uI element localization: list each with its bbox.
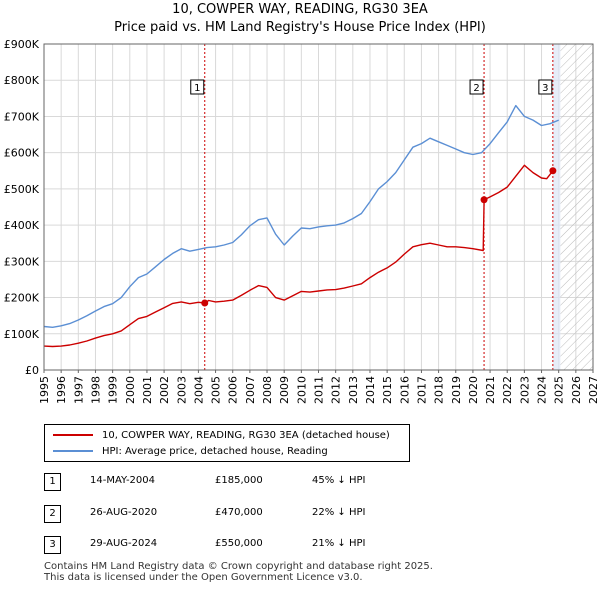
legend-item-price: 10, COWPER WAY, READING, RG30 3EA (detac… [45,427,390,443]
x-tick-label: 2000 [124,376,137,404]
x-tick-label: 2026 [570,376,583,404]
x-tick-label: 1998 [89,376,102,404]
x-tick-label: 2017 [415,376,428,404]
footer-licence: This data is licensed under the Open Gov… [44,572,363,583]
x-tick-label: 2025 [553,376,566,404]
x-tick-label: 2019 [450,376,463,404]
projection-region [560,44,593,370]
table-row: 1 14-MAY-2004 £185,000 45% ↓ HPI [0,473,600,491]
legend-swatch-hpi [53,450,93,452]
sale-number-badge: 3 [44,536,61,554]
y-tick-label: £900K [4,38,40,51]
price-chart: 1 2 3 £0 £100K £200K £300K £400K £500K £600K £700… [4,38,600,404]
legend-item-hpi: HPI: Average price, detached house, Read… [45,443,328,459]
x-tick-label: 2005 [210,376,223,404]
table-row: 3 29-AUG-2024 £550,000 21% ↓ HPI [0,536,600,554]
sale-price: £470,000 [215,507,263,518]
chart-title: 10, COWPER WAY, READING, RG30 3EA [172,2,428,17]
hpi-line [43,104,559,328]
y-tick-label: £200K [4,292,40,305]
x-tick-label: 2015 [381,376,394,404]
x-tick-label: 2020 [467,376,480,404]
x-tick-label: 2002 [158,376,171,404]
x-tick-label: 2027 [587,376,600,404]
sale-point [201,299,209,307]
sale-date: 29-AUG-2024 [90,538,158,549]
x-tick-label: 1999 [107,376,120,404]
y-tick-label: £0 [25,364,39,377]
sale-label-number: 1 [194,83,200,94]
legend-swatch-price [53,434,93,436]
footer-copyright: Contains HM Land Registry data © Crown c… [44,561,433,572]
sale-date: 14-MAY-2004 [90,475,156,486]
price-paid-line [43,164,554,348]
x-tick-label: 2018 [433,376,446,404]
legend-label-price: 10, COWPER WAY, READING, RG30 3EA (detac… [102,429,390,441]
sale-price: £550,000 [215,538,263,549]
legend-label-hpi: HPI: Average price, detached house, Read… [102,445,328,457]
sale-label-number: 3 [542,83,548,94]
table-row: 2 26-AUG-2020 £470,000 22% ↓ HPI [0,505,600,523]
sale-hpi-diff: 22% ↓ HPI [312,507,366,518]
x-tick-label: 2013 [347,376,360,404]
sale-label-box [469,79,484,95]
x-tick-label: 1996 [55,376,68,404]
recent-band [552,44,561,370]
sale-label-box [538,79,553,95]
x-tick-label: 2021 [484,376,497,404]
x-tick-label: 2024 [536,376,549,404]
x-tick-label: 1997 [72,376,85,404]
x-tick-label: 2003 [175,376,188,404]
sale-hpi-diff: 45% ↓ HPI [312,475,366,486]
y-tick-label: £100K [4,328,40,341]
sale-point [480,196,488,204]
x-tick-label: 2012 [330,376,343,404]
x-tick-label: 2001 [141,376,154,404]
y-tick-label: £500K [4,183,40,196]
sale-label-number: 2 [473,83,479,94]
x-tick-label: 2008 [261,376,274,404]
y-tick-label: £700K [4,110,40,123]
sale-number-badge: 1 [44,473,61,491]
x-tick-label: 2014 [364,376,377,404]
x-tick-label: 2006 [227,376,240,404]
x-tick-label: 2010 [295,376,308,404]
x-tick-label: 2022 [501,376,514,404]
legend: 10, COWPER WAY, READING, RG30 3EA (detac… [44,424,410,462]
sale-date: 26-AUG-2020 [90,507,158,518]
x-tick-label: 2011 [313,376,326,404]
x-tick-label: 2009 [278,376,291,404]
chart-subtitle: Price paid vs. HM Land Registry's House … [114,20,486,35]
sale-price: £185,000 [215,475,263,486]
x-tick-label: 2007 [244,376,257,404]
sale-label-box [190,79,205,95]
y-tick-label: £300K [4,255,40,268]
x-tick-label: 1995 [38,376,51,404]
x-tick-label: 2016 [398,376,411,404]
sale-point [549,167,557,175]
sale-hpi-diff: 21% ↓ HPI [312,538,366,549]
y-tick-label: £800K [4,74,40,87]
x-tick-label: 2023 [518,376,531,404]
sale-number-badge: 2 [44,505,61,523]
y-tick-label: £400K [4,219,40,232]
x-tick-label: 2004 [192,376,205,404]
y-tick-label: £600K [4,147,40,160]
